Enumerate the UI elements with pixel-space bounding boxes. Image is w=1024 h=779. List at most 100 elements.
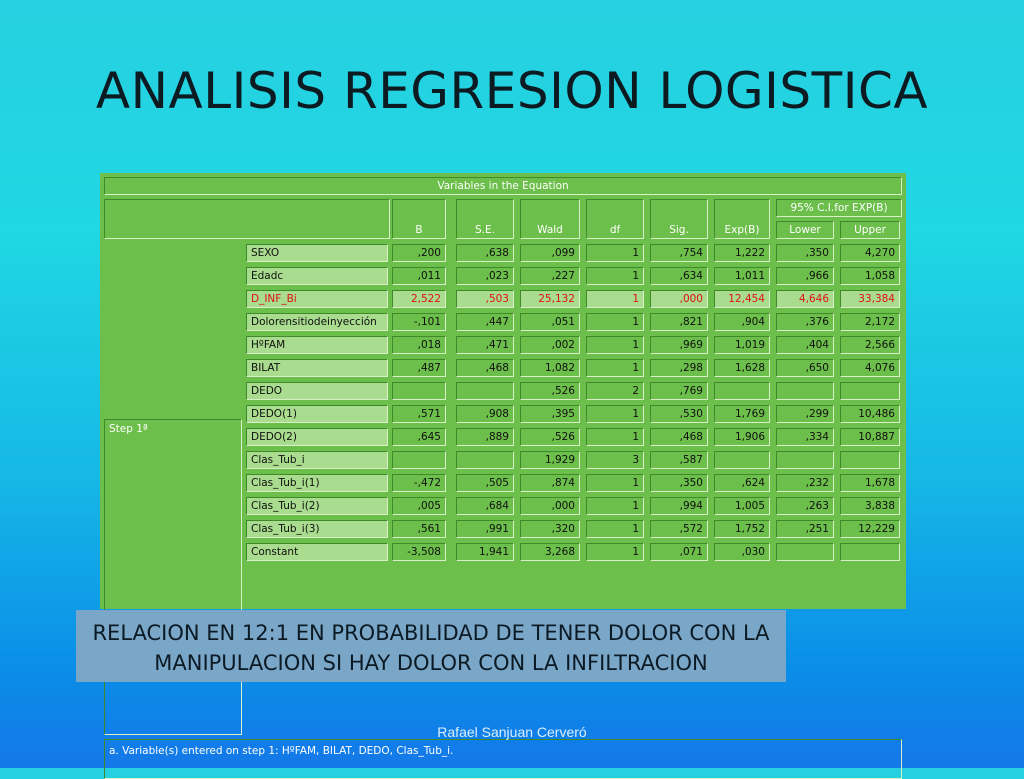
table-cell: ,889 xyxy=(456,428,514,446)
table-cell: ,030 xyxy=(714,543,770,561)
table-cell: ,969 xyxy=(650,336,708,354)
table-cell: ,298 xyxy=(650,359,708,377)
table-cell: ,000 xyxy=(520,497,580,515)
table-cell: 1,769 xyxy=(714,405,770,423)
table-title: Variables in the Equation xyxy=(104,177,902,195)
table-cell: ,908 xyxy=(456,405,514,423)
table-cell: 1 xyxy=(586,405,644,423)
row-label: Clas_Tub_i(3) xyxy=(246,520,388,538)
column-header: B xyxy=(392,199,446,239)
row-label: DEDO(1) xyxy=(246,405,388,423)
caption-line-1: RELACION EN 12:1 EN PROBABILIDAD DE TENE… xyxy=(92,621,770,645)
table-cell: 1 xyxy=(586,359,644,377)
column-header: S.E. xyxy=(456,199,514,239)
table-cell: ,821 xyxy=(650,313,708,331)
table-cell: ,376 xyxy=(776,313,834,331)
table-cell: 1 xyxy=(586,520,644,538)
slide-footer: Rafael Sanjuan Cerveró xyxy=(437,724,587,740)
table-cell: ,404 xyxy=(776,336,834,354)
table-cell: ,904 xyxy=(714,313,770,331)
table-cell: 1 xyxy=(586,428,644,446)
table-cell xyxy=(840,543,900,561)
column-header: df xyxy=(586,199,644,239)
table-cell: ,227 xyxy=(520,267,580,285)
table-cell: 2,172 xyxy=(840,313,900,331)
table-cell xyxy=(776,382,834,400)
ci-header: 95% C.I.for EXP(B) xyxy=(776,199,902,217)
table-cell: 1,941 xyxy=(456,543,514,561)
row-label: HºFAM xyxy=(246,336,388,354)
table-cell: 1,082 xyxy=(520,359,580,377)
caption-line-2: MANIPULACION SI HAY DOLOR CON LA INFILTR… xyxy=(154,651,708,675)
table-cell: ,071 xyxy=(650,543,708,561)
table-cell: ,561 xyxy=(392,520,446,538)
table-cell: ,650 xyxy=(776,359,834,377)
table-cell: ,005 xyxy=(392,497,446,515)
row-label: BILAT xyxy=(246,359,388,377)
table-cell xyxy=(392,451,446,469)
table-cell: ,634 xyxy=(650,267,708,285)
row-label: SEXO xyxy=(246,244,388,262)
table-cell: 1 xyxy=(586,497,644,515)
table-cell: ,471 xyxy=(456,336,514,354)
table-cell: 4,076 xyxy=(840,359,900,377)
row-label: DEDO xyxy=(246,382,388,400)
table-cell xyxy=(456,382,514,400)
column-header: Upper xyxy=(840,221,900,239)
table-cell: 2,566 xyxy=(840,336,900,354)
table-cell: ,526 xyxy=(520,428,580,446)
table-cell: ,994 xyxy=(650,497,708,515)
table-cell: ,530 xyxy=(650,405,708,423)
table-cell: 2,522 xyxy=(392,290,446,308)
table-cell: 1,929 xyxy=(520,451,580,469)
table-cell: ,526 xyxy=(520,382,580,400)
column-header: Lower xyxy=(776,221,834,239)
variables-in-equation-table: Variables in the Equation Step 1ª a. Var… xyxy=(100,173,906,779)
row-label: Edadc xyxy=(246,267,388,285)
table-cell xyxy=(840,451,900,469)
table-cell: ,966 xyxy=(776,267,834,285)
table-cell: 1 xyxy=(586,543,644,561)
table-cell: 33,384 xyxy=(840,290,900,308)
table-cell: 1,005 xyxy=(714,497,770,515)
table-cell xyxy=(392,382,446,400)
table-cell: 1,678 xyxy=(840,474,900,492)
table-cell: 1,752 xyxy=(714,520,770,538)
table-cell: ,099 xyxy=(520,244,580,262)
table-cell: ,251 xyxy=(776,520,834,538)
table-cell: ,350 xyxy=(650,474,708,492)
table-cell: ,505 xyxy=(456,474,514,492)
table-cell: 1,058 xyxy=(840,267,900,285)
table-cell: 1,019 xyxy=(714,336,770,354)
table-cell: ,769 xyxy=(650,382,708,400)
row-label: Constant xyxy=(246,543,388,561)
table-cell: 4,270 xyxy=(840,244,900,262)
column-header: Sig. xyxy=(650,199,708,239)
table-cell: ,320 xyxy=(520,520,580,538)
table-cell: 1,628 xyxy=(714,359,770,377)
table-cell: ,334 xyxy=(776,428,834,446)
table-cell: 1,906 xyxy=(714,428,770,446)
table-cell: ,051 xyxy=(520,313,580,331)
table-cell: ,624 xyxy=(714,474,770,492)
table-cell xyxy=(776,451,834,469)
table-cell: 3,838 xyxy=(840,497,900,515)
table-cell: ,395 xyxy=(520,405,580,423)
column-header: Wald xyxy=(520,199,580,239)
table-cell: ,299 xyxy=(776,405,834,423)
table-cell xyxy=(714,382,770,400)
table-cell: 1 xyxy=(586,267,644,285)
table-cell: ,263 xyxy=(776,497,834,515)
table-cell: 2 xyxy=(586,382,644,400)
table-cell: ,000 xyxy=(650,290,708,308)
table-cell: ,487 xyxy=(392,359,446,377)
table-footnote: a. Variable(s) entered on step 1: HºFAM,… xyxy=(104,739,902,779)
table-cell: 1 xyxy=(586,290,644,308)
table-cell xyxy=(456,451,514,469)
table-cell: 3 xyxy=(586,451,644,469)
row-label: Clas_Tub_i(2) xyxy=(246,497,388,515)
table-cell: ,874 xyxy=(520,474,580,492)
table-cell: ,350 xyxy=(776,244,834,262)
table-cell: ,645 xyxy=(392,428,446,446)
row-label: Dolorensitiodeinyección xyxy=(246,313,388,331)
